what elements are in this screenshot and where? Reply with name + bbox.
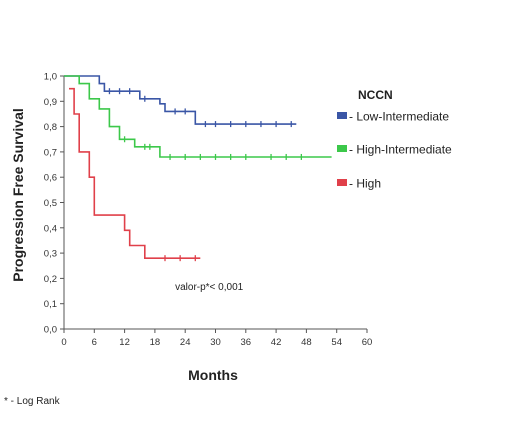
- series-low-intermediate: [64, 75, 297, 128]
- legend-title: NCCN: [358, 88, 393, 102]
- x-tick-label: 18: [150, 337, 161, 348]
- footnote: * - Log Rank: [4, 396, 61, 407]
- survival-curve: [69, 87, 201, 260]
- y-tick-label: 0,7: [44, 147, 57, 158]
- survival-curve: [64, 75, 332, 158]
- y-tick-label: 0,6: [44, 173, 57, 184]
- legend-swatch: [337, 179, 347, 186]
- axes: 0 6 12 18 24 30 36 42 48 54 60 0,0 0,1 0,2 0,3 0,4 0,5 0,…: [44, 72, 373, 349]
- legend-swatch: [337, 112, 347, 119]
- legend-swatch: [337, 145, 347, 152]
- series-high: [69, 87, 201, 262]
- y-tick-label: 0,5: [44, 198, 57, 209]
- x-tick-label: 60: [362, 337, 373, 348]
- series-high-intermediate: [64, 75, 332, 160]
- x-tick-label: 54: [331, 337, 342, 348]
- y-tick-label: 0,2: [44, 274, 57, 285]
- y-tick-label: 0,8: [44, 122, 57, 133]
- x-axis-label: Months: [188, 367, 238, 383]
- x-tick-label: 36: [241, 337, 252, 348]
- x-tick-label: 48: [301, 337, 312, 348]
- legend-label: - Low-Intermediate: [349, 110, 449, 124]
- y-tick-label: 0,9: [44, 97, 57, 108]
- x-tick-label: 12: [119, 337, 130, 348]
- survival-curve: [64, 75, 297, 125]
- legend: NCCN - Low-Intermediate - High-Intermedia…: [337, 88, 452, 191]
- y-tick-label: 0,4: [44, 223, 57, 234]
- x-tick-label: 6: [92, 337, 97, 348]
- series-layer: [64, 75, 332, 262]
- x-tick-label: 30: [210, 337, 221, 348]
- legend-label: - High-Intermediate: [349, 143, 452, 157]
- y-axis-label: Progression Free Survival: [10, 108, 26, 282]
- x-tick-label: 42: [271, 337, 282, 348]
- x-tick-label: 24: [180, 337, 191, 348]
- y-tick-label: 0,3: [44, 249, 57, 260]
- y-tick-label: 1,0: [44, 72, 57, 83]
- y-tick-label: 0,0: [44, 325, 57, 336]
- p-value-annotation: valor-p*< 0,001: [175, 282, 244, 293]
- legend-label: - High: [349, 177, 381, 191]
- legend-items: - Low-Intermediate - High-Intermediate - H…: [337, 110, 452, 191]
- y-tick-label: 0,1: [44, 299, 57, 310]
- x-tick-label: 0: [61, 337, 66, 348]
